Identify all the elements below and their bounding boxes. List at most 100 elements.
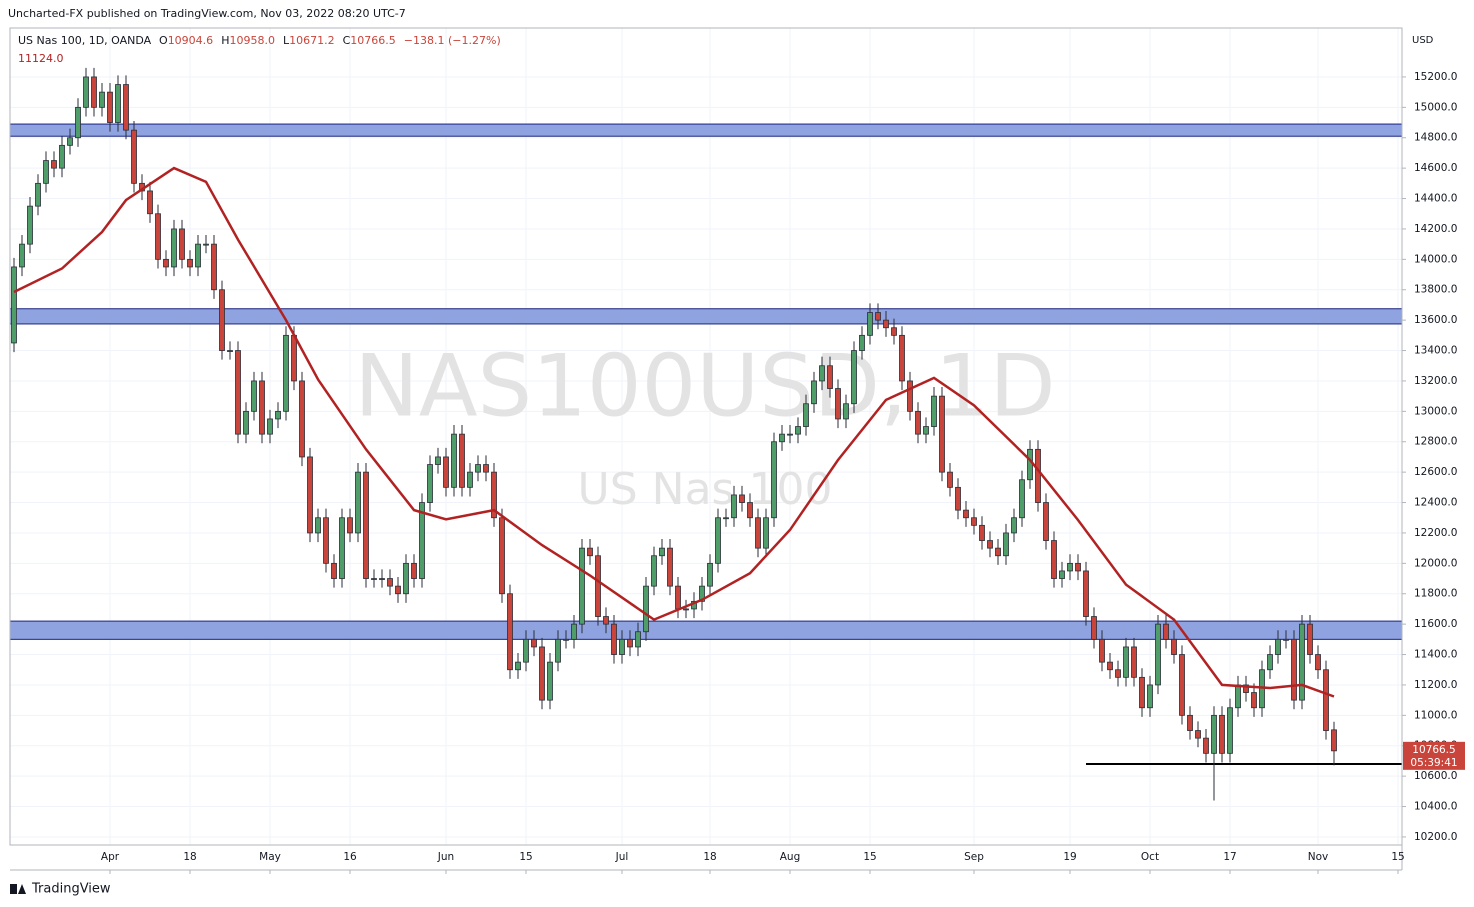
candle-body (499, 517, 505, 595)
candle-body (427, 464, 433, 503)
candle-body (963, 509, 969, 519)
y-tick-label: 11800.0 (1414, 588, 1457, 600)
legend-value: 10671.2 (289, 34, 335, 47)
candle-body (1211, 714, 1217, 754)
candle-body (1275, 638, 1281, 655)
last-price-tag (1403, 741, 1465, 770)
candle-body (179, 228, 185, 260)
candle-body (611, 623, 617, 655)
legend-value: 10958.0 (229, 34, 275, 47)
candle-body (283, 334, 289, 412)
zone (9, 308, 1403, 325)
logo (10, 884, 26, 894)
x-tick-label: Nov (1308, 851, 1329, 863)
x-tick-label: 19 (1063, 851, 1076, 863)
candle-body (83, 76, 89, 108)
candle-body (331, 562, 337, 579)
candle-body (803, 403, 809, 427)
candle-body (787, 433, 793, 436)
candle-body (363, 471, 369, 579)
candle-body (35, 182, 41, 207)
candle-body (91, 76, 97, 108)
candle-body (27, 205, 33, 245)
legend-value: 10904.6 (168, 34, 214, 47)
candle-body (851, 350, 857, 405)
legend-key: H (221, 34, 229, 47)
candle-body (603, 616, 609, 625)
candle-body (939, 395, 945, 473)
candle-body (811, 380, 817, 405)
candle-body (1075, 562, 1081, 572)
candle-body (107, 91, 113, 123)
candle-body (619, 638, 625, 655)
candle-body (235, 350, 241, 435)
candle-body (1323, 669, 1329, 731)
x-tick-label: 18 (703, 851, 716, 863)
candle-body (131, 129, 137, 184)
candle-body (1059, 570, 1065, 579)
candle-body (1131, 646, 1137, 678)
candle-body (75, 106, 81, 139)
candle-body (531, 638, 537, 648)
candle-body (1035, 448, 1041, 503)
candle-body (755, 517, 761, 549)
candle-body (891, 327, 897, 336)
candle-body (243, 410, 249, 435)
zone (9, 620, 1403, 640)
candle-body (747, 502, 753, 519)
legend-key: O (159, 34, 168, 47)
candle-body (1099, 638, 1105, 663)
watermark-subtitle: US Nas 100 (578, 464, 833, 515)
candle-body (1227, 707, 1233, 754)
y-tick-label: 15200.0 (1414, 71, 1457, 83)
candle-body (163, 258, 169, 268)
candle-body (1011, 517, 1017, 534)
x-tick-label: 15 (863, 851, 876, 863)
candle-body (995, 547, 1001, 557)
x-tick-label: May (259, 851, 281, 863)
candle-body (1251, 692, 1257, 709)
candle-body (203, 243, 209, 246)
candle-body (555, 638, 561, 663)
y-tick-label: 13200.0 (1414, 375, 1457, 387)
candle-body (1083, 570, 1089, 617)
candle-body (827, 365, 833, 389)
y-tick-label: 11600.0 (1414, 618, 1457, 630)
candle-body (155, 213, 161, 260)
candle-body (411, 562, 417, 579)
y-tick-label: 11000.0 (1414, 709, 1457, 721)
candle-body (1291, 638, 1297, 701)
candle-body (571, 623, 577, 640)
ma-label: 11124.0 (18, 52, 64, 65)
candle-body (451, 433, 457, 488)
x-tick-label: 15 (1391, 851, 1404, 863)
candle-body (1139, 676, 1145, 709)
y-tick-label: 12400.0 (1414, 497, 1457, 509)
legend-key: C (343, 34, 351, 47)
candle-body (835, 388, 841, 420)
candle-body (1147, 684, 1153, 709)
candle-body (227, 350, 233, 352)
candle-body (491, 471, 497, 519)
candle-body (459, 433, 465, 488)
candle-body (1067, 562, 1073, 572)
candle-body (515, 661, 521, 671)
candle-body (307, 456, 313, 534)
candle-body (315, 517, 321, 534)
candle-body (299, 380, 305, 458)
candle-body (1171, 638, 1177, 655)
candle-body (259, 380, 265, 435)
legend-key: L (283, 34, 290, 47)
candle-body (715, 517, 721, 564)
candle-body (971, 517, 977, 526)
candle-body (675, 585, 681, 610)
candle-body (1123, 646, 1129, 678)
candle-body (395, 585, 401, 595)
candle-body (795, 426, 801, 435)
candle-body (771, 441, 777, 519)
x-tick-label: 16 (343, 851, 357, 863)
candle-body (1195, 730, 1201, 739)
candle-body (659, 547, 665, 557)
y-tick-label: 13800.0 (1414, 284, 1457, 296)
candle-body (651, 555, 657, 587)
